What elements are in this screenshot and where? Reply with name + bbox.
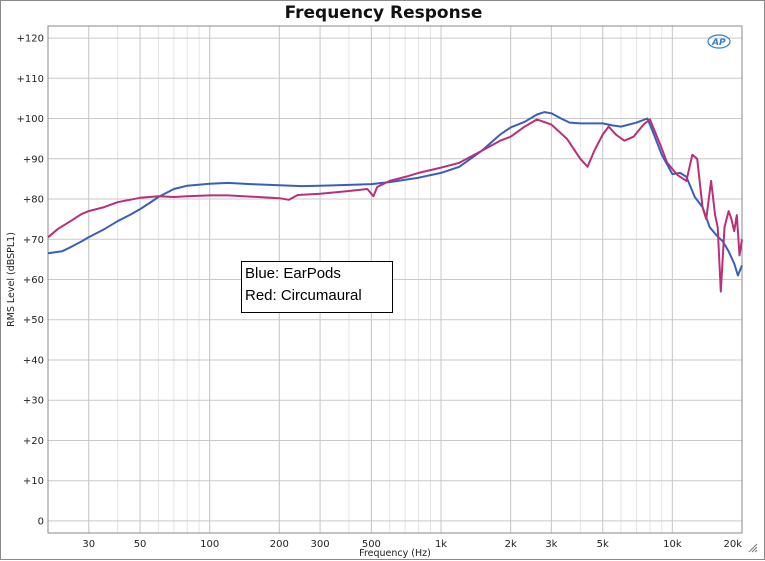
series-line-1 <box>47 111 743 277</box>
y-tick-label: +10 <box>23 476 44 487</box>
x-tick-label: 3k <box>545 539 557 550</box>
legend-line-2: Red: Circumaural <box>245 287 362 304</box>
y-tick-label: +100 <box>17 114 44 125</box>
legend-line-1: Blue: EarPods <box>245 265 341 282</box>
svg-text:AP: AP <box>711 38 726 48</box>
x-tick-label: 50 <box>134 539 147 550</box>
resize-grip-icon[interactable] <box>748 543 758 553</box>
x-tick-label: 30 <box>82 539 95 550</box>
y-tick-label: +20 <box>23 436 44 447</box>
x-tick-label: 500 <box>362 539 381 550</box>
chart-title: Frequency Response <box>284 3 483 23</box>
plot-border <box>47 25 743 534</box>
x-tick-label: 5k <box>597 539 609 550</box>
x-tick-label: 300 <box>311 539 330 550</box>
y-axis-label: RMS Level (dBSPL1) <box>6 232 17 327</box>
y-tick-label: +30 <box>23 396 44 407</box>
x-tick-label: 200 <box>270 539 289 550</box>
y-tick-label: +80 <box>23 195 44 206</box>
ap-logo-icon: AP <box>707 34 731 49</box>
y-tick-label: +40 <box>23 355 44 366</box>
y-tick-label: +90 <box>23 154 44 165</box>
legend-box[interactable]: Blue: EarPods Red: Circumaural <box>241 261 393 313</box>
y-tick-label: +120 <box>17 34 44 45</box>
x-tick-label: 2k <box>505 539 517 550</box>
series-line-2 <box>47 118 743 293</box>
y-tick-label: +110 <box>17 74 44 85</box>
y-tick-label: 0 <box>38 516 44 527</box>
y-tick-label: +70 <box>23 235 44 246</box>
y-tick-label: +60 <box>23 275 44 286</box>
x-axis-label: Frequency (Hz) <box>359 548 431 559</box>
x-tick-label: 20k <box>723 539 742 550</box>
x-tick-label: 1k <box>435 539 447 550</box>
x-tick-label: 100 <box>200 539 219 550</box>
y-tick-label: +50 <box>23 315 44 326</box>
x-tick-label: 10k <box>663 539 682 550</box>
